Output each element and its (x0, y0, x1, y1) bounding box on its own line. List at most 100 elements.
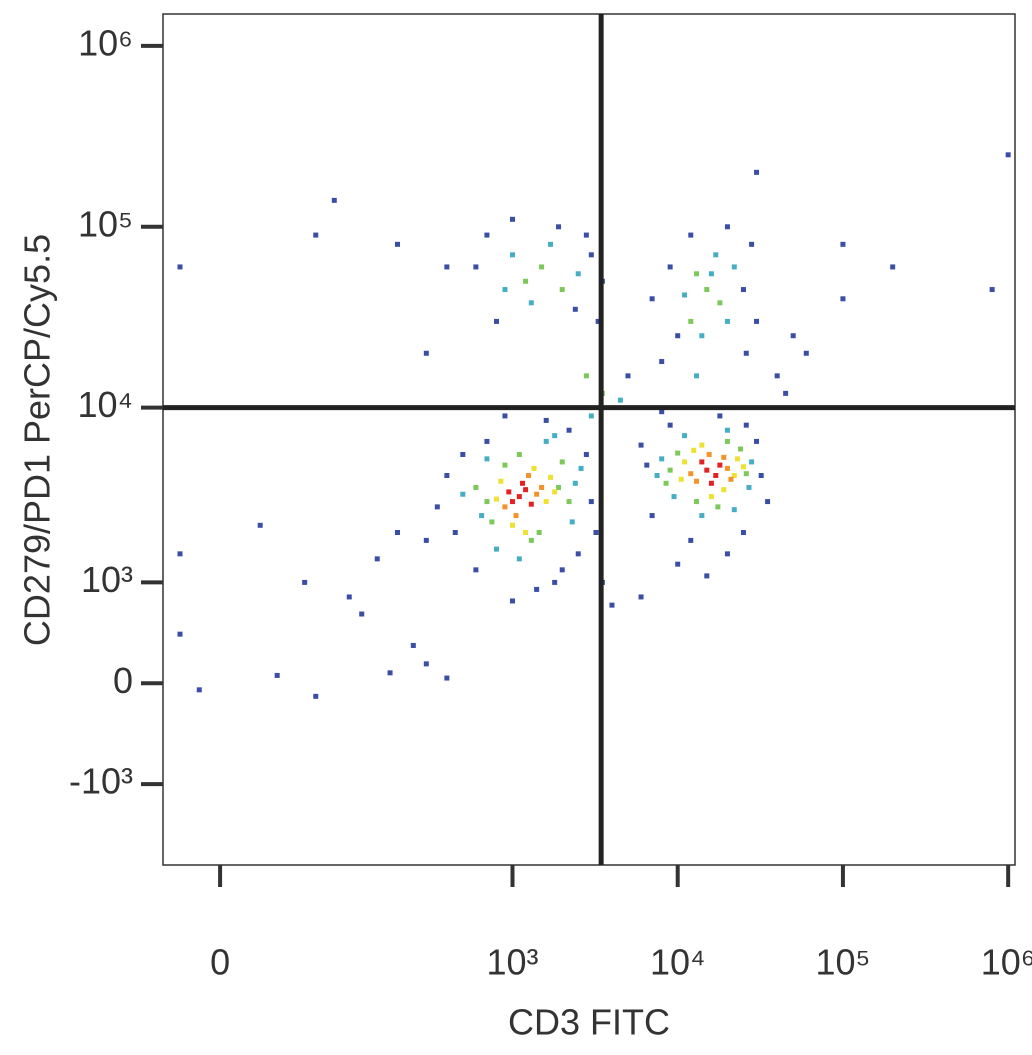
point (410, 642, 416, 648)
y-tick-label: 10⁵ (78, 203, 133, 244)
point (721, 454, 727, 460)
point (724, 427, 730, 433)
point (516, 556, 522, 562)
point (177, 264, 183, 270)
point (667, 422, 673, 428)
point (715, 504, 721, 510)
point (434, 504, 440, 510)
point (644, 462, 650, 468)
point (663, 480, 669, 486)
point (196, 687, 202, 693)
point (502, 462, 508, 468)
point (177, 631, 183, 637)
point (575, 551, 581, 557)
point (746, 484, 752, 490)
point (346, 594, 352, 600)
point (713, 473, 719, 479)
point (523, 529, 529, 535)
point (520, 480, 526, 486)
point (717, 462, 723, 468)
point (699, 442, 705, 448)
x-tick-label: 10⁴ (650, 942, 706, 983)
point (531, 465, 537, 471)
point (588, 413, 594, 419)
point (682, 292, 688, 298)
point (840, 296, 846, 302)
x-axis-label: CD3 FITC (508, 1002, 670, 1043)
point (694, 271, 700, 277)
point (502, 413, 508, 419)
point (528, 300, 534, 306)
point (257, 522, 263, 528)
point (575, 271, 581, 277)
point (790, 333, 796, 339)
point (724, 551, 730, 557)
point (743, 422, 749, 428)
point (743, 471, 749, 477)
point (509, 252, 515, 258)
point (423, 537, 429, 543)
point (754, 318, 760, 324)
point (394, 241, 400, 247)
point (708, 271, 714, 277)
point (704, 467, 710, 473)
point (717, 300, 723, 306)
point (473, 264, 479, 270)
point (840, 241, 846, 247)
point (743, 350, 749, 356)
point (774, 373, 780, 379)
point (374, 556, 380, 562)
point (734, 456, 740, 462)
point (617, 397, 623, 403)
point (625, 373, 631, 379)
point (523, 278, 529, 284)
point (493, 496, 499, 502)
point (754, 169, 760, 175)
point (749, 241, 755, 247)
point (177, 551, 183, 557)
point (699, 333, 705, 339)
point (728, 476, 734, 482)
point (783, 390, 789, 396)
point (423, 661, 429, 667)
point (444, 264, 450, 270)
point (528, 537, 534, 543)
point (713, 252, 719, 258)
point (890, 264, 896, 270)
point (559, 459, 565, 465)
point (387, 670, 393, 676)
point (394, 529, 400, 535)
y-tick-label: 0 (113, 660, 133, 701)
point (539, 264, 545, 270)
point (731, 264, 737, 270)
point (731, 473, 737, 479)
point (302, 579, 308, 585)
point (548, 474, 554, 480)
point (638, 594, 644, 600)
point (740, 464, 746, 470)
point (452, 529, 458, 535)
point (699, 459, 705, 465)
point (682, 459, 688, 465)
x-tick-label: 10⁶ (981, 942, 1032, 983)
point (678, 476, 684, 482)
point (649, 513, 655, 519)
point (609, 602, 615, 608)
point (460, 451, 466, 457)
point (552, 433, 558, 439)
point (556, 224, 562, 230)
point (688, 537, 694, 543)
point (989, 287, 995, 293)
point (359, 611, 365, 617)
point (694, 373, 700, 379)
point (313, 232, 319, 238)
point (578, 465, 584, 471)
point (1005, 152, 1011, 158)
point (572, 306, 578, 312)
point (675, 561, 681, 567)
point (659, 409, 665, 415)
x-tick-label: 0 (210, 942, 230, 983)
point (724, 318, 730, 324)
point (509, 522, 515, 528)
point (803, 350, 809, 356)
